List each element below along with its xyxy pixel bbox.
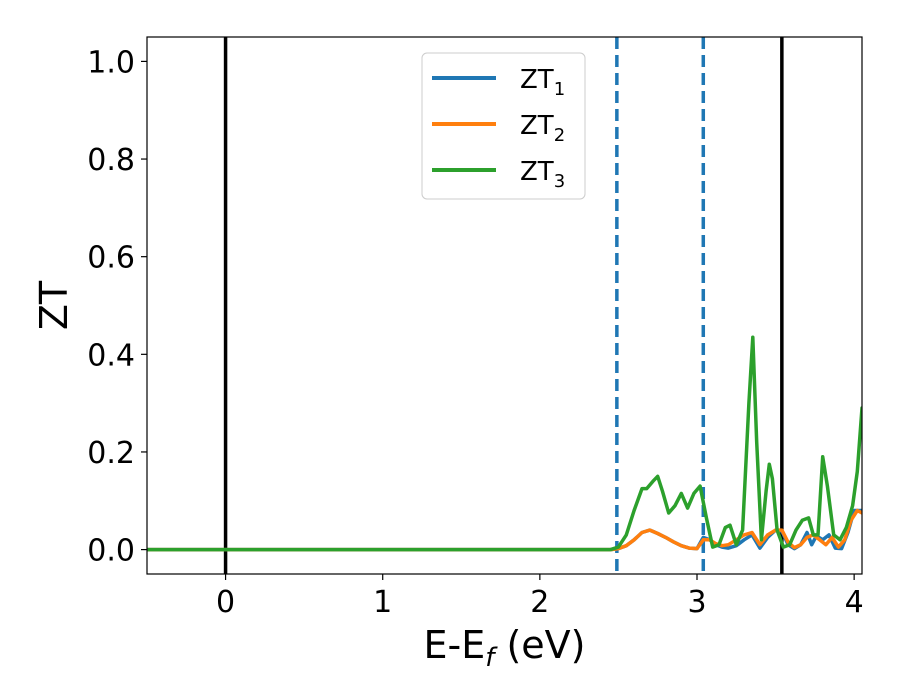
y-tick-label: 0.0 [87, 534, 135, 569]
legend-label-zt3: ZT3 [520, 157, 565, 192]
legend-label-zt3-main: ZT [520, 157, 554, 187]
legend: ZT1 ZT2 ZT3 [421, 52, 586, 200]
legend-label-zt2-main: ZT [520, 111, 554, 141]
x-tick-label: 2 [530, 585, 549, 620]
y-tick-label: 0.6 [87, 241, 135, 276]
legend-label-zt3-sub: 3 [554, 171, 565, 192]
y-tick-label: 1.0 [87, 45, 135, 80]
legend-label-zt1-sub: 1 [554, 79, 565, 100]
legend-box [421, 52, 586, 200]
legend-label-zt1-main: ZT [520, 65, 554, 95]
legend-label-zt1: ZT1 [520, 65, 565, 100]
x-axis-title-main: E-E [424, 623, 486, 667]
x-axis-title-unit: (eV) [494, 623, 585, 667]
x-axis-ticks: 0 1 2 3 4 [216, 574, 864, 620]
x-tick-label: 4 [845, 585, 864, 620]
x-tick-label: 3 [687, 585, 706, 620]
vertical-reference-lines [223, 37, 784, 574]
legend-label-zt2: ZT2 [520, 111, 565, 146]
y-axis-ticks: 0.0 0.2 0.4 0.6 0.8 1.0 [87, 45, 147, 569]
x-tick-label: 0 [216, 585, 235, 620]
series-lines [147, 335, 862, 552]
y-tick-label: 0.8 [87, 143, 135, 178]
legend-label-zt2-sub: 2 [554, 125, 565, 146]
y-tick-label: 0.2 [87, 436, 135, 471]
plot-frame [146, 36, 863, 575]
x-axis-title: E-Ef (eV) [424, 623, 586, 673]
series-line-zt2 [147, 508, 862, 552]
x-tick-label: 1 [373, 585, 392, 620]
y-axis-title: ZT [32, 280, 76, 330]
series-line-zt1 [147, 508, 862, 552]
y-tick-label: 0.4 [87, 338, 135, 373]
series-line-zt3 [147, 335, 862, 552]
